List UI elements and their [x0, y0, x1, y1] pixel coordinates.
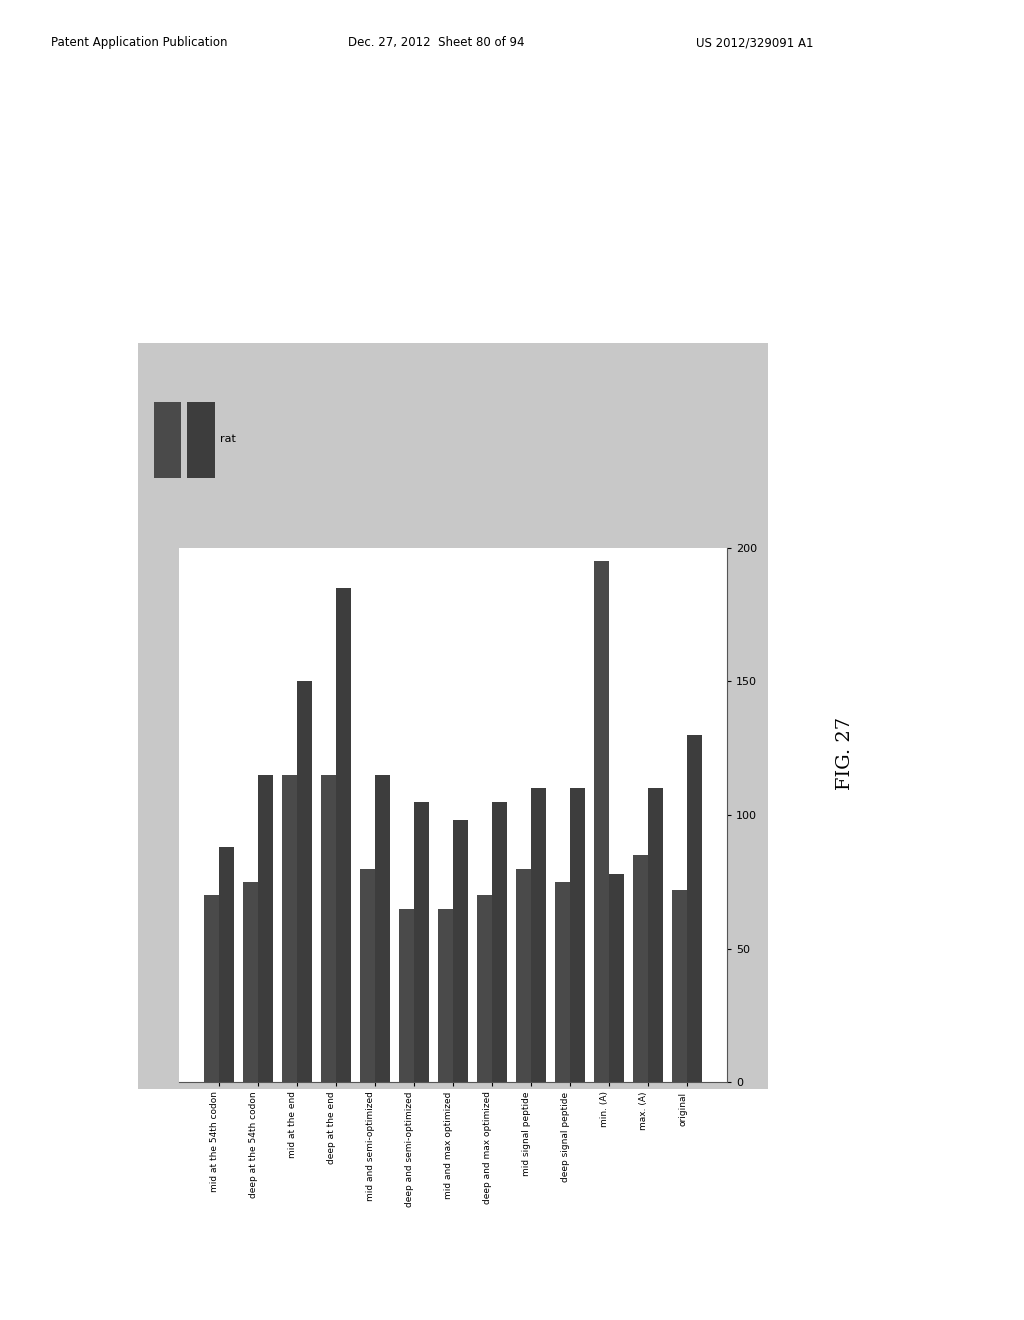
Bar	[453, 821, 468, 1082]
Bar	[283, 775, 297, 1082]
Text: rat: rat	[220, 434, 236, 444]
Bar	[186, 403, 215, 478]
Text: FIG. 27: FIG. 27	[836, 717, 854, 789]
Bar	[322, 775, 336, 1082]
Bar	[399, 908, 414, 1082]
Bar	[673, 890, 687, 1082]
Bar	[634, 855, 648, 1082]
Bar	[414, 801, 429, 1082]
Bar	[570, 788, 585, 1082]
Bar	[648, 788, 664, 1082]
Bar	[687, 735, 702, 1082]
Bar	[531, 788, 546, 1082]
Bar	[594, 561, 609, 1082]
Bar	[438, 908, 453, 1082]
Text: Patent Application Publication: Patent Application Publication	[51, 36, 227, 49]
Bar	[360, 869, 375, 1082]
Bar	[555, 882, 570, 1082]
Bar	[609, 874, 624, 1082]
Bar	[297, 681, 312, 1082]
Bar	[243, 882, 258, 1082]
Bar	[477, 895, 493, 1082]
Bar	[204, 895, 219, 1082]
Bar	[258, 775, 272, 1082]
Text: US 2012/329091 A1: US 2012/329091 A1	[696, 36, 814, 49]
Bar	[336, 587, 351, 1082]
Bar	[154, 403, 181, 478]
Bar	[493, 801, 507, 1082]
Bar	[375, 775, 390, 1082]
Bar	[516, 869, 531, 1082]
Bar	[219, 847, 233, 1082]
Text: Dec. 27, 2012  Sheet 80 of 94: Dec. 27, 2012 Sheet 80 of 94	[348, 36, 524, 49]
